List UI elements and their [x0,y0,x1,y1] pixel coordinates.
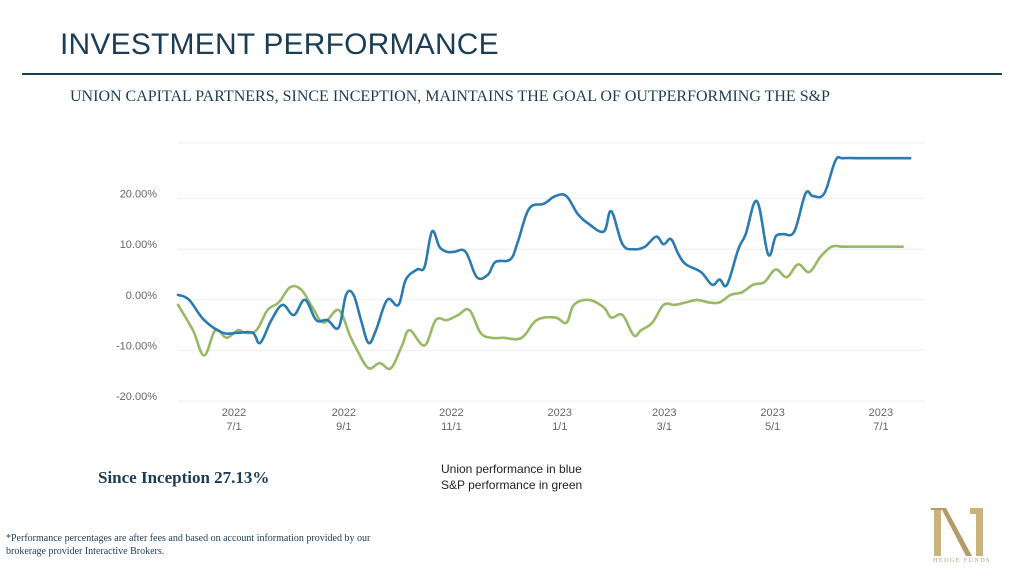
page-subtitle: UNION CAPITAL PARTNERS, SINCE INCEPTION,… [70,88,830,105]
logo-icon [931,508,983,556]
page-title: INVESTMENT PERFORMANCE [60,28,499,61]
x-tick-date: 7/1 [873,421,888,433]
y-tick-label: 20.00% [120,189,158,201]
x-tick-date: 5/1 [765,421,780,433]
legend: Union performance in blue S&P performanc… [441,461,582,493]
y-tick-label: -10.00% [116,340,157,352]
since-inception-label: Since Inception 27.13% [98,468,270,487]
x-tick-date: 11/1 [441,421,462,433]
hedge-funds-logo: HEDGE FUNDS [922,500,1002,570]
legend-sp: S&P performance in green [441,478,583,492]
x-tick-year: 2022 [439,407,463,419]
x-tick-year: 2022 [222,407,246,419]
logo-text: HEDGE FUNDS [932,558,991,564]
x-tick-year: 2023 [760,407,784,419]
y-tick-label: 10.00% [120,239,158,251]
x-tick-year: 2023 [652,407,676,419]
series-line-sp [176,244,904,371]
x-tick-year: 2023 [869,407,893,419]
x-tick-date: 9/1 [336,421,351,433]
footnote: *Performance percentages are after fees … [6,533,371,557]
x-tick-date: 1/1 [552,421,567,433]
legend-union: Union performance in blue [441,462,582,476]
series-line-union [176,155,912,345]
y-tick-label: -20.00% [116,391,157,403]
x-tick-year: 2022 [332,407,356,419]
x-tick-year: 2023 [547,407,571,419]
title-divider [22,73,1002,75]
x-tick-date: 7/1 [226,421,241,433]
y-tick-label: 0.00% [126,290,157,302]
x-tick-date: 3/1 [657,421,672,433]
